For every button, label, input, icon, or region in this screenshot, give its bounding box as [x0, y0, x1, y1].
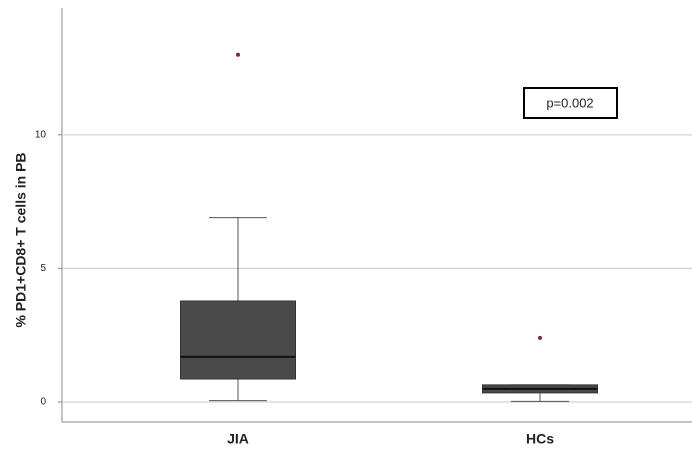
- outlier: [538, 335, 542, 340]
- box: [180, 300, 296, 380]
- y-axis-label: % PD1+CD8+ T cells in PB: [13, 152, 29, 327]
- annotation-box: [523, 87, 618, 119]
- y-tick-label: 0: [40, 397, 46, 408]
- y-tick-label: 10: [35, 130, 47, 141]
- x-tick-label: JIA: [227, 431, 249, 447]
- y-tick-label: 5: [40, 263, 46, 274]
- outlier: [236, 52, 240, 57]
- x-tick-label: HCs: [526, 431, 554, 447]
- annotation: p=0.002: [546, 95, 593, 110]
